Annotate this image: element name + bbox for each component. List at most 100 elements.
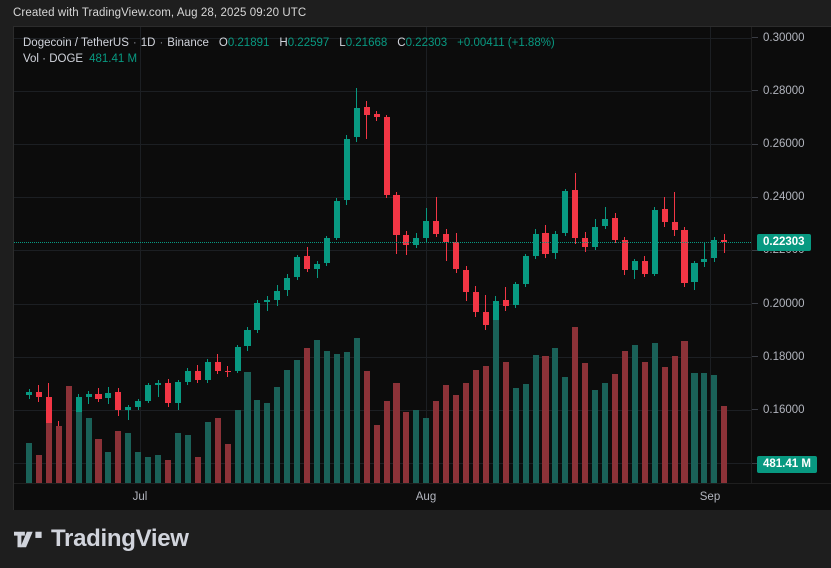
volume-bar [244, 372, 251, 483]
candle-body [95, 393, 102, 399]
vertical-gridline [140, 27, 141, 483]
volume-bar [572, 326, 579, 483]
volume-bar [661, 366, 668, 483]
candle-body [145, 385, 152, 402]
candle-body [353, 108, 360, 138]
volume-bar [164, 459, 172, 483]
candle-body [572, 189, 579, 239]
volume-bar [542, 355, 549, 483]
candle-body [532, 233, 539, 256]
volume-bar [85, 417, 92, 483]
volume-bar [482, 365, 489, 483]
legend-low-value: 0.21668 [345, 37, 388, 49]
price-tick-label: 0.16000 [763, 403, 805, 416]
price-tick-label: 0.24000 [763, 191, 805, 204]
volume-bar [135, 452, 142, 483]
candle-body [691, 263, 698, 283]
legend-separator-1: · [132, 37, 137, 49]
footer-branding: TradingView [0, 510, 831, 568]
volume-bar [602, 382, 609, 483]
volume-bar [592, 389, 599, 483]
candle-body [363, 107, 370, 116]
price-tick-label: 0.30000 [763, 31, 805, 44]
tick-dash [752, 356, 758, 358]
candle-body [701, 258, 708, 263]
candle-wick [366, 100, 368, 140]
volume-bar [25, 443, 33, 483]
candle-body [472, 292, 480, 313]
candle-body [135, 401, 142, 407]
legend-volume-label[interactable]: Vol · DOGE [23, 53, 84, 65]
legend-low-label: L [339, 37, 346, 49]
horizontal-gridline [14, 250, 751, 252]
price-tick-label: 0.20000 [763, 297, 805, 310]
legend-main-row: Dogecoin / TetherUS · 1D · Binance O0.21… [23, 35, 555, 51]
volume-bar [204, 421, 211, 483]
volume-bar [403, 412, 410, 483]
horizontal-gridline [14, 356, 751, 358]
candle-body [711, 240, 718, 259]
time-tick-label: Sep [699, 491, 721, 503]
price-tick-label: 0.18000 [763, 350, 805, 363]
horizontal-gridline [14, 303, 751, 305]
volume-bar [95, 439, 102, 483]
price-tick: 0.30000 [752, 31, 831, 45]
legend-symbol[interactable]: Dogecoin / TetherUS [23, 37, 129, 49]
volume-bar [125, 432, 132, 483]
candle-body [184, 371, 191, 382]
legend-volume-row: Vol · DOGE 481.41 M [23, 51, 555, 67]
time-axis[interactable]: Jul Aug Sep [14, 483, 831, 510]
tick-dash [752, 303, 758, 304]
current-price-line [14, 242, 751, 244]
candle-body [621, 239, 628, 271]
volume-bar [552, 348, 559, 483]
candle-body [611, 218, 619, 240]
legend-interval[interactable]: 1D [140, 37, 156, 49]
candle-wick [316, 260, 318, 278]
volume-bar [174, 432, 182, 483]
candle-body [214, 361, 221, 371]
price-plot-area[interactable] [14, 27, 751, 483]
candle-body [651, 209, 658, 274]
volume-bar [363, 371, 370, 483]
candle-wick [505, 287, 507, 311]
price-axis[interactable]: 0.300000.280000.260000.240000.220000.200… [751, 27, 831, 483]
volume-bar [671, 355, 678, 483]
volume-bar [214, 417, 221, 483]
volume-bar [264, 403, 271, 483]
price-tick: 0.20000 [752, 297, 831, 311]
candle-body [592, 226, 599, 248]
candle-body [641, 260, 648, 275]
candle-body [35, 391, 42, 397]
attribution-bar: Created with TradingView.com, Aug 28, 20… [0, 0, 831, 26]
candle-body [115, 391, 122, 411]
volume-bar [472, 370, 480, 483]
candle-body [343, 138, 350, 201]
volume-bar [55, 426, 62, 483]
candle-wick [445, 229, 447, 262]
legend-separator-2: · [159, 37, 164, 49]
legend-exchange[interactable]: Binance [167, 37, 209, 49]
legend-close-value: 0.22303 [405, 37, 448, 49]
candle-body [174, 382, 182, 404]
volume-bar [75, 412, 82, 483]
candle-body [552, 233, 559, 253]
candle-body [304, 256, 311, 269]
candle-body [542, 233, 549, 254]
candle-body [333, 201, 340, 238]
volume-bar [462, 383, 470, 483]
legend-close: C0.22303 [397, 35, 447, 51]
volume-bar [443, 385, 450, 483]
legend-high-value: 0.22597 [287, 37, 330, 49]
candle-body [204, 361, 211, 381]
volume-bar [35, 455, 42, 483]
horizontal-gridline [14, 197, 751, 199]
candle-wick [604, 207, 606, 230]
candle-body [403, 234, 410, 246]
volume-bar [582, 362, 589, 483]
candle-body [562, 190, 569, 233]
current-price-badge: 0.22303 [757, 233, 811, 251]
legend-low: L0.21668 [339, 35, 387, 51]
candle-body [482, 312, 489, 326]
